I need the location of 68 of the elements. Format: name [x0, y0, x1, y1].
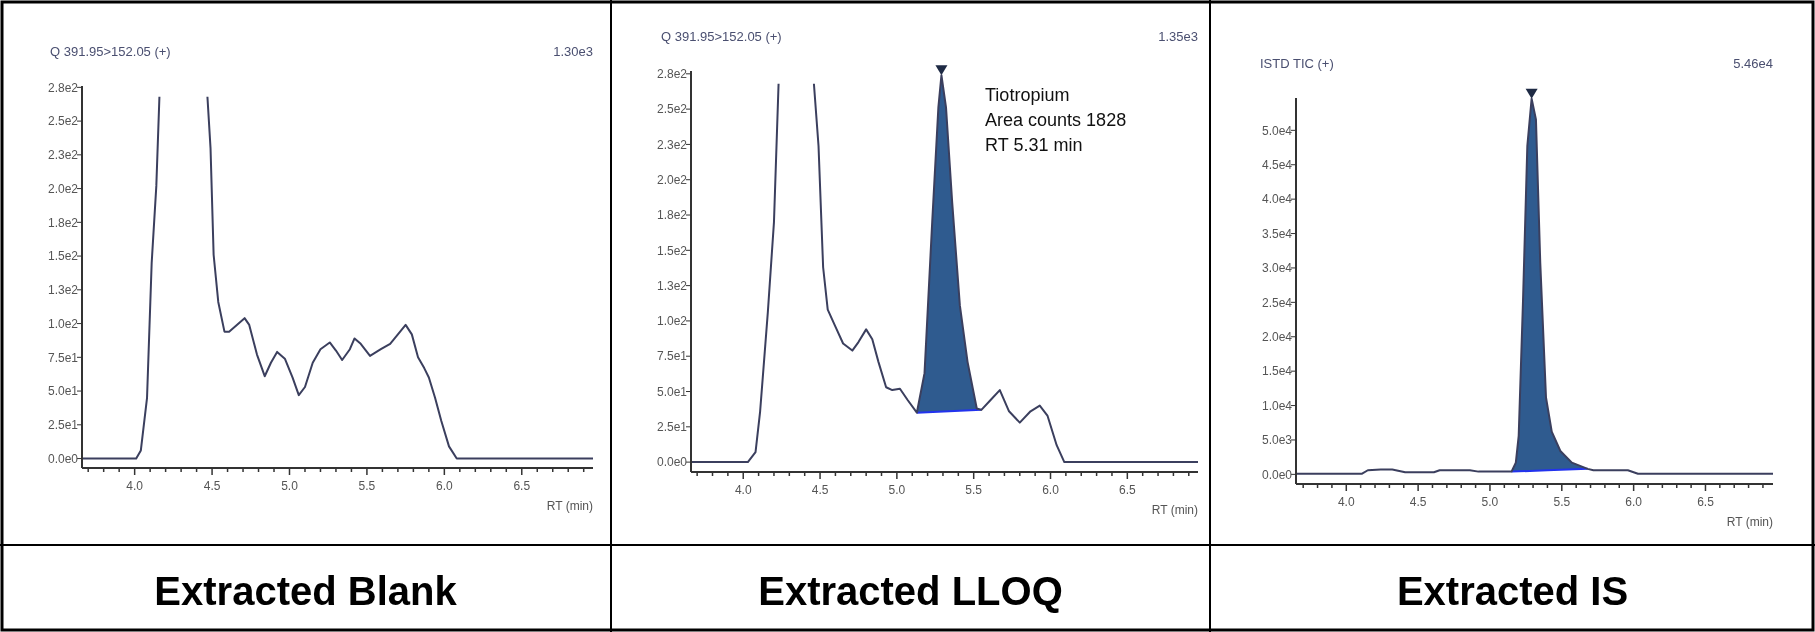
text: 5.46e4 — [1733, 56, 1773, 71]
y-tick-label: 4.5e4 — [1261, 157, 1293, 172]
y-tick-label: 2.5e1 — [47, 418, 79, 433]
y-tick-label: 2.5e2 — [47, 114, 79, 129]
x-tick-label: 6.5 — [1697, 495, 1715, 509]
y-tick-label: 2.5e1 — [656, 420, 688, 435]
text: 1.35e3 — [1158, 29, 1198, 44]
y-tick-label: 2.3e2 — [656, 137, 688, 152]
x-tick-label: 4.0 — [126, 479, 144, 493]
x-tick-label: 4.5 — [811, 483, 829, 497]
x-tick-label: 5.5 — [965, 483, 983, 497]
y-tick-label: 1.0e4 — [1261, 398, 1293, 413]
y-tick-label: 1.0e2 — [656, 314, 688, 329]
x-tick-label: 6.0 — [1042, 483, 1060, 497]
y-tick-label: 1.0e2 — [47, 316, 79, 331]
x-tick-label: 6.5 — [1118, 483, 1136, 497]
y-tick-label: 1.5e2 — [47, 249, 79, 264]
chart-subtitle: Q 391.95>152.05 (+) — [661, 29, 782, 44]
y-tick-label: 2.0e2 — [656, 172, 688, 187]
y-tick-label: 2.8e2 — [656, 67, 688, 82]
y-tick-label: 1.8e2 — [656, 208, 688, 223]
x-tick-label: 6.0 — [436, 479, 454, 493]
y-tick-label: 0.0e0 — [1261, 467, 1293, 482]
text: Extracted IS — [1396, 569, 1629, 613]
x-tick-label: 5.5 — [1553, 495, 1571, 509]
chart-subtitle: Q 391.95>152.05 (+) — [50, 44, 171, 59]
x-tick-label: 5.0 — [1481, 495, 1499, 509]
y-tick-label: 3.5e4 — [1261, 226, 1293, 241]
y-tick-label: 3.0e4 — [1261, 261, 1293, 276]
x-axis-title: RT (min) — [1726, 515, 1773, 529]
annotation: Tiotropium — [985, 85, 1070, 105]
x-axis-title: RT (min) — [1151, 503, 1198, 517]
y-tick-label: 2.3e2 — [47, 148, 79, 163]
y-tick-label: 4.0e4 — [1261, 192, 1293, 207]
text: Extracted LLOQ — [758, 569, 1063, 613]
x-tick-label: 5.0 — [888, 483, 906, 497]
y-tick-label: 1.3e2 — [656, 278, 688, 293]
y-tick-label: 2.5e2 — [656, 102, 688, 117]
x-tick-label: 6.5 — [513, 479, 531, 493]
y-tick-label: 1.8e2 — [47, 215, 79, 230]
y-tick-label: 5.0e1 — [47, 384, 79, 399]
x-tick-label: 5.5 — [358, 479, 376, 493]
x-tick-label: 4.5 — [1409, 495, 1427, 509]
y-tick-label: 5.0e3 — [1261, 433, 1293, 448]
x-tick-label: 6.0 — [1625, 495, 1643, 509]
y-tick-label: 0.0e0 — [656, 455, 688, 470]
y-tick-label: 2.8e2 — [47, 80, 79, 95]
y-tick-label: 1.5e4 — [1261, 364, 1293, 379]
x-tick-label: 4.0 — [1337, 495, 1355, 509]
chart-subtitle: ISTD TIC (+) — [1260, 56, 1334, 71]
y-tick-label: 2.5e4 — [1261, 295, 1293, 310]
y-tick-label: 5.0e1 — [656, 384, 688, 399]
y-tick-label: 2.0e2 — [47, 181, 79, 196]
x-tick-label: 5.0 — [281, 479, 299, 493]
annotation: RT 5.31 min — [985, 135, 1083, 155]
x-tick-label: 4.0 — [734, 483, 752, 497]
y-tick-label: 1.3e2 — [47, 283, 79, 298]
y-tick-label: 2.0e4 — [1261, 329, 1293, 344]
annotation: Area counts 1828 — [985, 110, 1127, 130]
y-tick-label: 7.5e1 — [656, 349, 688, 364]
x-tick-label: 4.5 — [203, 479, 221, 493]
y-tick-label: 1.5e2 — [656, 243, 688, 258]
y-tick-label: 7.5e1 — [47, 350, 79, 365]
text: 1.30e3 — [553, 44, 593, 59]
y-tick-label: 5.0e4 — [1261, 123, 1293, 138]
x-axis-title: RT (min) — [546, 499, 593, 513]
text: Extracted Blank — [154, 569, 458, 613]
y-tick-label: 0.0e0 — [47, 451, 79, 466]
